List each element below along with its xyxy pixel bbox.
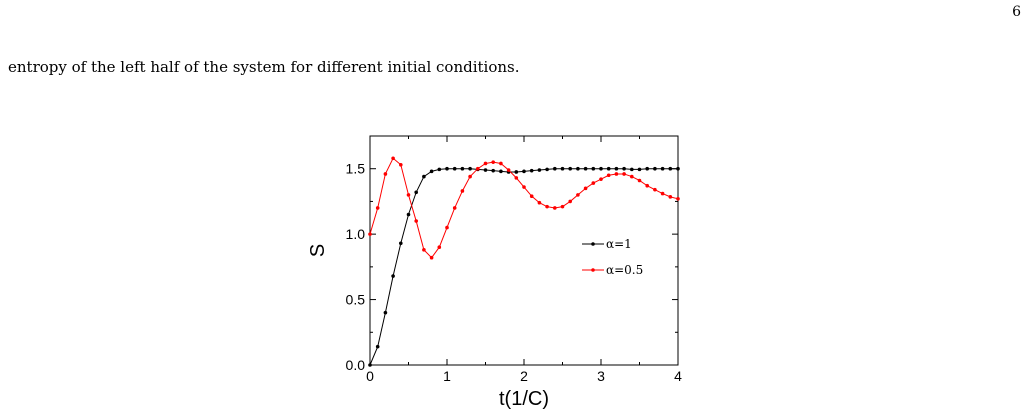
data-point (660, 191, 665, 196)
data-point (483, 168, 488, 172)
series-line-2 (369, 157, 679, 259)
data-point (375, 344, 380, 349)
data-point (522, 169, 526, 174)
data-point (645, 166, 649, 171)
body-text: entropy of the left half of the system f… (8, 58, 520, 76)
x-tick-label: 3 (597, 368, 605, 384)
data-point (383, 172, 388, 176)
data-point (545, 167, 549, 172)
data-point (499, 161, 503, 166)
data-point (660, 166, 665, 171)
data-point (676, 166, 680, 171)
data-point (537, 168, 542, 172)
legend-label-2: α=0.5 (606, 263, 643, 277)
data-point (460, 166, 465, 171)
data-point (429, 255, 434, 260)
data-point (368, 363, 372, 367)
data-point (491, 160, 495, 164)
data-point (445, 225, 449, 230)
data-point (506, 168, 511, 172)
data-point (637, 178, 642, 183)
page-number: 6 (1012, 4, 1021, 20)
data-point (468, 166, 472, 171)
data-point (437, 245, 442, 250)
data-point (653, 166, 657, 171)
data-point (468, 174, 472, 179)
data-point (553, 206, 557, 210)
data-point (591, 181, 596, 185)
data-point (499, 169, 503, 174)
data-point (560, 204, 565, 209)
data-point (583, 166, 588, 171)
y-tick-label: 0.5 (346, 292, 366, 308)
data-point (606, 166, 611, 171)
data-point (591, 166, 596, 171)
y-tick-label: 1.0 (346, 226, 366, 242)
data-point (560, 166, 565, 171)
legend-marker-2 (591, 268, 595, 272)
data-point (429, 169, 434, 174)
data-point (606, 173, 611, 178)
data-point (545, 204, 549, 209)
data-point (383, 310, 388, 315)
legend-marker-1 (591, 242, 595, 246)
data-point (583, 186, 588, 191)
data-point (399, 241, 403, 246)
data-point (622, 166, 626, 171)
y-tick-label: 1.5 (346, 161, 366, 177)
data-point (422, 248, 426, 252)
data-point (622, 172, 626, 176)
data-point (514, 176, 519, 180)
data-point (645, 183, 649, 188)
data-point (476, 166, 480, 171)
legend-label-1: α=1 (606, 237, 632, 251)
data-point (529, 194, 534, 198)
x-tick-label: 1 (443, 368, 451, 384)
data-point (406, 212, 411, 217)
data-point (445, 166, 449, 171)
data-point (529, 168, 534, 173)
data-point (391, 274, 395, 278)
data-point (406, 193, 411, 197)
data-point (599, 166, 603, 171)
x-tick-label: 0 (366, 368, 374, 384)
data-point (414, 190, 418, 195)
data-point (614, 166, 619, 171)
entropy-chart: 0 1 2 3 4 0.0 0.5 1.0 1.5 t(1/C) S α=1 α=0.5 (307, 135, 682, 410)
data-point (368, 232, 372, 236)
data-point (637, 167, 642, 172)
data-point (460, 189, 465, 193)
data-point (514, 170, 519, 174)
data-point (568, 166, 572, 171)
x-axis-label: t(1/C) (499, 388, 549, 410)
data-point (414, 219, 418, 223)
data-point (614, 172, 619, 176)
y-tick-label: 0.0 (346, 357, 366, 373)
y-axis-label: S (307, 244, 329, 257)
data-point (491, 168, 495, 173)
data-point (537, 200, 542, 205)
data-point (375, 206, 380, 210)
data-point (522, 185, 526, 189)
data-point (452, 206, 457, 210)
data-point (483, 161, 488, 166)
data-point (422, 174, 426, 179)
data-point (599, 177, 603, 181)
data-point (653, 187, 657, 192)
data-point (668, 195, 673, 199)
data-point (630, 174, 634, 179)
data-point (576, 166, 580, 171)
x-tick-label: 2 (520, 368, 528, 384)
data-point (630, 167, 634, 172)
data-point (391, 156, 395, 161)
data-point (399, 162, 403, 167)
data-point (553, 166, 557, 171)
data-point (576, 193, 580, 197)
x-tick-label: 4 (674, 368, 682, 384)
data-point (676, 197, 680, 201)
data-point (437, 167, 442, 172)
data-point (568, 199, 572, 204)
data-point (668, 166, 673, 171)
data-point (452, 166, 457, 171)
